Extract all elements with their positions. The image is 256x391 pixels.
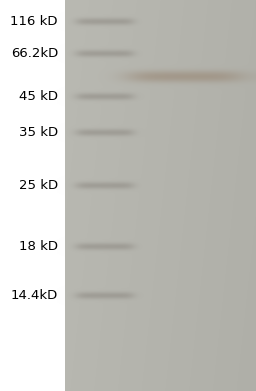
Text: 35 kD: 35 kD (19, 126, 58, 139)
Text: 45 kD: 45 kD (19, 90, 58, 104)
Text: 14.4kD: 14.4kD (11, 289, 58, 302)
Text: 66.2kD: 66.2kD (11, 47, 58, 61)
Text: 25 kD: 25 kD (19, 179, 58, 192)
Text: 116 kD: 116 kD (10, 15, 58, 28)
Text: 18 kD: 18 kD (19, 240, 58, 253)
